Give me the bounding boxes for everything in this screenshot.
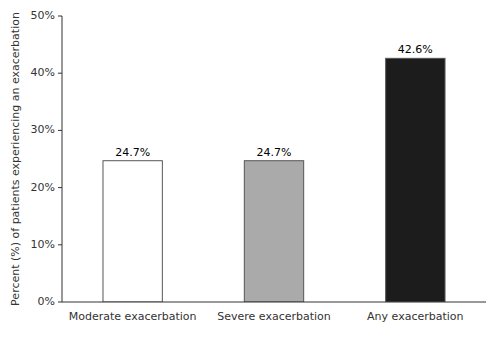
bar — [244, 161, 303, 302]
y-tick — [58, 73, 62, 74]
bars — [103, 58, 445, 302]
y-tick-label: 20% — [31, 181, 55, 194]
chart-svg: 0% 10% 20% 30% 40% 50% Moderate exacerbation Se… — [0, 0, 500, 338]
x-tick-label: Moderate exacerbation — [69, 310, 197, 323]
y-tick — [58, 130, 62, 131]
y-tick — [58, 187, 62, 188]
data-label: 24.7% — [257, 146, 292, 159]
bar — [103, 161, 162, 302]
x-axis-line — [62, 302, 486, 303]
y-tick-label: 50% — [31, 9, 55, 22]
data-label: 24.7% — [115, 146, 150, 159]
data-label: 42.6% — [398, 43, 433, 56]
chart-container: 0% 10% 20% 30% 40% 50% Moderate exacerbation Se… — [0, 0, 500, 338]
y-tick — [58, 244, 62, 245]
y-tick-label: 0% — [38, 295, 55, 308]
x-tick-label: Any exacerbation — [367, 310, 463, 323]
y-tick-label: 40% — [31, 66, 55, 79]
y-tick-label: 10% — [31, 238, 55, 251]
y-tick — [58, 302, 62, 303]
y-axis-line — [62, 16, 63, 302]
y-axis-label: Percent (%) of patients experiencing an … — [9, 12, 22, 306]
x-tick-label: Severe exacerbation — [217, 310, 331, 323]
bar — [386, 58, 445, 302]
y-tick-label: 30% — [31, 123, 55, 136]
y-tick — [58, 16, 62, 17]
